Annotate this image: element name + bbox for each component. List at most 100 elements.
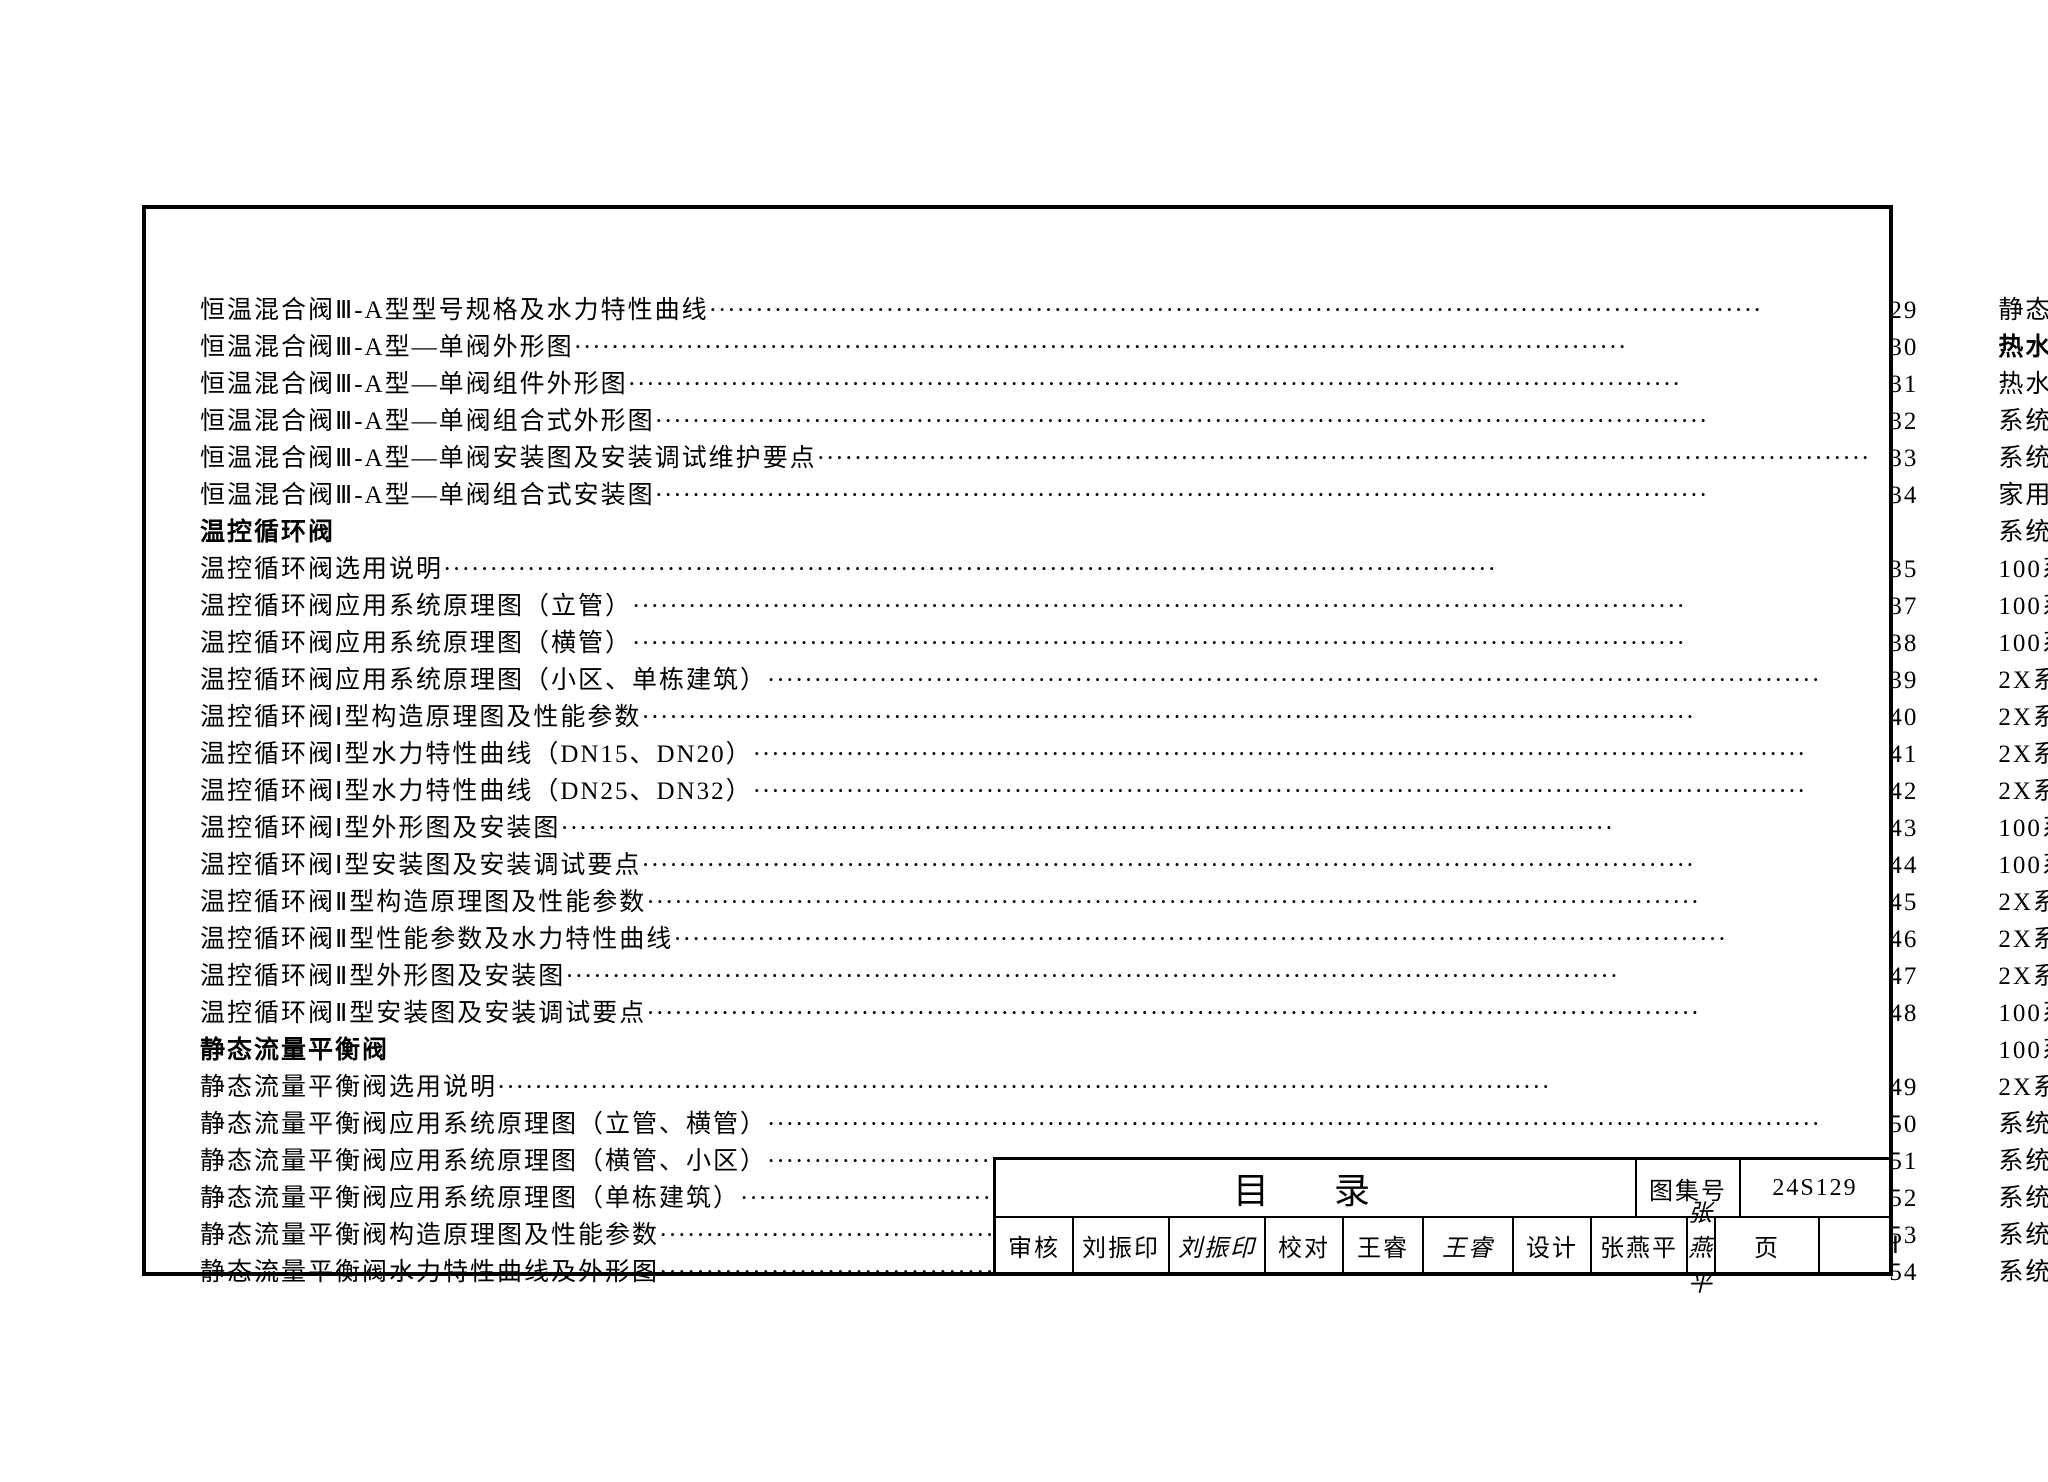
toc-entry-title: 静态流量平衡阀构造原理图及性能参数 [200, 1217, 659, 1254]
toc-entry-page: 41 [1870, 736, 1918, 773]
toc-entry-title: 100系列热水循环泵特性曲线图(一) [1998, 810, 2048, 847]
title-block-title: 目 录 [996, 1160, 1637, 1216]
toc-entry-title: 系统用热水循环泵（单台加旁通）安装尺寸表 [1998, 1254, 2048, 1291]
toc-section-head: 温控循环阀 [200, 514, 1918, 551]
toc-entry-page: 39 [1870, 662, 1918, 699]
toc-entry: 温控循环阀Ⅰ型外形图及安装图43 [200, 810, 1918, 847]
toc-leader-dots [753, 736, 1871, 773]
check-signature: 王睿 [1424, 1218, 1514, 1272]
toc-entry: 100系列热水循环泵外形图75 [1998, 995, 2048, 1032]
toc-entry: 家用热水循环泵应用系统原理图61 [1998, 477, 2048, 514]
set-no-value: 24S129 [1741, 1160, 1889, 1216]
toc-entry-title: 系统用热水循环泵应用系统原理图（单栋） [1998, 403, 2048, 440]
toc-entry-title: 温控循环阀应用系统原理图（立管） [200, 588, 632, 625]
toc-entry-title: 100系列热水循环泵型号规格参数表(3.7～6.3) [1998, 588, 2048, 625]
toc-leader-dots [497, 1069, 1870, 1106]
toc-entry: 静态流量平衡阀安装图及安装调试要点55 [1998, 292, 2048, 329]
toc-entry-title: 温控循环阀Ⅰ型构造原理图及性能参数 [200, 699, 641, 736]
toc-entry: 系统用热水循环泵（单台加旁通）安装尺寸表82 [1998, 1254, 2048, 1291]
toc-leader-dots [709, 292, 1871, 329]
toc-entry-page: 32 [1870, 403, 1918, 440]
toc-entry-page: 49 [1870, 1069, 1918, 1106]
toc-entry-title: 2X系列热水循环泵型号规格参数表(13.3～23.7) [1998, 736, 2048, 773]
toc-entry: 温控循环阀Ⅱ型构造原理图及性能参数45 [200, 884, 1918, 921]
title-block: 目 录 图集号 24S129 审核 刘振印 刘振印 校对 王睿 王睿 设计 张燕… [993, 1157, 1889, 1272]
toc-entry-page: 38 [1870, 625, 1918, 662]
toc-leader-dots [632, 588, 1870, 625]
toc-leader-dots [560, 810, 1870, 847]
toc-entry-title: 恒温混合阀Ⅲ-A型—单阀外形图 [200, 329, 574, 366]
toc-entry-title: 温控循环阀Ⅰ型水力特性曲线（DN25、DN32） [200, 773, 753, 810]
toc-entry-title: 100系列热水循环泵型号规格参数表(2.5～5.7) [1998, 551, 2048, 588]
toc-entry-page: 29 [1870, 292, 1918, 329]
design-name: 张燕平 [1592, 1218, 1688, 1272]
toc-entry-title: 恒温混合阀Ⅲ-A型—单阀组合式外形图 [200, 403, 655, 440]
toc-entry: 恒温混合阀Ⅲ-A型—单阀外形图30 [200, 329, 1918, 366]
toc-entry: 2X系列热水循环泵特性曲线图(一)72 [1998, 884, 2048, 921]
toc-column-left: 恒温混合阀Ⅲ-A型型号规格及水力特性曲线29恒温混合阀Ⅲ-A型—单阀外形图30恒… [200, 292, 1918, 1102]
toc-entry-page: 44 [1870, 847, 1918, 884]
toc-entry-title: 家用热水循环泵应用系统原理图 [1998, 477, 2048, 514]
toc-entry-title: 2X系列热水循环泵型号规格参数表(7.0～10.8) [1998, 662, 2048, 699]
toc-leader-dots [646, 995, 1870, 1032]
toc-entry-title: 温控循环阀Ⅱ型安装图及安装调试要点 [200, 995, 646, 1032]
toc-entry: 温控循环阀Ⅰ型构造原理图及性能参数 40 [200, 699, 1918, 736]
toc-entry: 2X系列热水循环泵特性曲线图(三)74 [1998, 958, 2048, 995]
toc-entry: 静态流量平衡阀应用系统原理图（立管、横管）50 [200, 1106, 1918, 1143]
toc-entry-title: 2X系列热水循环泵特性曲线图(三) [1998, 958, 2048, 995]
toc-leader-dots [641, 847, 1870, 884]
toc-entry-title: 系统用热水循环泵(两台并联)安装尺寸表(100系列) [1998, 1143, 2048, 1180]
toc-entry-page: 50 [1870, 1106, 1918, 1143]
toc-entry-title: 静态流量平衡阀水力特性曲线及外形图 [200, 1254, 659, 1291]
toc-entry-title: 2X系列热水循环泵特性曲线图(二) [1998, 921, 2048, 958]
toc-entry-page: 48 [1870, 995, 1918, 1032]
toc-entry-title: 2X系列热水循环泵型号规格参数表(14.0～28.0) [1998, 773, 2048, 810]
toc-entry: 2X系列热水循环泵型号规格参数表(7.0～10.8)66 [1998, 662, 2048, 699]
toc-entry-title: 热水循环泵选用说明 [1998, 366, 2048, 403]
toc-entry-title: 100系列热水循环泵特性曲线图(二) [1998, 847, 2048, 884]
toc-entry-title: 静态流量平衡阀选用说明 [200, 1069, 497, 1106]
toc-entry-title: 温控循环阀Ⅱ型外形图及安装图 [200, 958, 565, 995]
toc-entry-title: 系统用热水循环泵（单台加旁通）安装图 [1998, 1217, 2048, 1254]
toc-entry-title: 温控循环阀选用说明 [200, 551, 443, 588]
toc-leader-dots [655, 403, 1871, 440]
toc-entry-page: 37 [1870, 588, 1918, 625]
toc-entry: 静态流量平衡阀选用说明 49 [200, 1069, 1918, 1106]
toc-entry: 2X系列热水循环泵特性曲线图(二)73 [1998, 921, 2048, 958]
toc-entry: 温控循环阀选用说明35 [200, 551, 1918, 588]
toc-entry: 温控循环阀Ⅱ型性能参数及水力特性曲线46 [200, 921, 1918, 958]
toc-leader-dots [632, 625, 1870, 662]
toc-entry: 2X系列热水循环泵外形尺寸表77 [1998, 1069, 2048, 1106]
toc-entry-title: 温控循环阀Ⅰ型外形图及安装图 [200, 810, 560, 847]
toc-entry-title: 静态流量平衡阀应用系统原理图（单栋建筑） [200, 1180, 740, 1217]
toc-leader-dots [646, 884, 1870, 921]
toc-entry: 100系列热水循环泵型号规格参数表(4.2～6.8)65 [1998, 625, 2048, 662]
toc-section-head: 静态流量平衡阀 [200, 1032, 1918, 1069]
toc-leader-dots [565, 958, 1870, 995]
title-block-row-1: 目 录 图集号 24S129 [996, 1160, 1889, 1216]
toc-entry: 温控循环阀应用系统原理图（小区、单栋建筑）39 [200, 662, 1918, 699]
toc-entry-page: 33 [1870, 440, 1918, 477]
title-block-row-2: 审核 刘振印 刘振印 校对 王睿 王睿 设计 张燕平 张燕平 页 Ⅱ [996, 1216, 1889, 1272]
toc-entry: 恒温混合阀Ⅲ-A型—单阀组合式外形图 32 [200, 403, 1918, 440]
toc-entry: 100系列热水循环泵型号规格参数表(2.5～5.7)63 [1998, 551, 2048, 588]
toc-entry-title: 温控循环阀Ⅰ型安装图及安装调试要点 [200, 847, 641, 884]
toc-entry-page: 45 [1870, 884, 1918, 921]
toc-entry-title: 静态流量平衡阀应用系统原理图（横管、小区） [200, 1143, 767, 1180]
toc-entry-page: 40 [1870, 699, 1918, 736]
toc-entry: 2X系列热水循环泵型号规格参数表(13.3～23.7)68 [1998, 736, 2048, 773]
toc-leader-dots [753, 773, 1871, 810]
toc-entry-title: 2X系列热水循环泵型号规格参数表(8.4～15.8) [1998, 699, 2048, 736]
toc-entry: 100系列热水循环泵外形尺寸表76 [1998, 1032, 2048, 1069]
review-label: 审核 [996, 1218, 1074, 1272]
toc-entry: 2X系列热水循环泵型号规格参数表(8.4～15.8)67 [1998, 699, 2048, 736]
toc-entry-title: 系统用热水循环泵构造原理图 [1998, 514, 2048, 551]
design-signature: 张燕平 [1688, 1218, 1716, 1272]
toc-entry: 100系列热水循环泵型号规格参数表(3.7～6.3)64 [1998, 588, 2048, 625]
review-name: 刘振印 [1074, 1218, 1170, 1272]
toc-entry-title: 系统用热水循环泵(两台并联)安装尺寸表(2X系列) [1998, 1180, 2048, 1217]
toc-entry: 恒温混合阀Ⅲ-A型—单阀组合式安装图34 [200, 477, 1918, 514]
toc-entry: 温控循环阀Ⅰ型水力特性曲线（DN15、DN20）41 [200, 736, 1918, 773]
toc-leader-dots [673, 921, 1870, 958]
toc-entry-title: 系统用热水循环泵（两台并联）安装图 [1998, 1106, 2048, 1143]
